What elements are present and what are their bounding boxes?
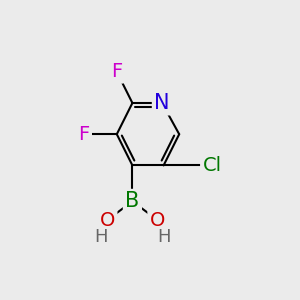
Text: Cl: Cl [202,156,221,175]
Text: H: H [94,228,108,246]
Text: O: O [100,211,115,230]
Text: F: F [78,125,90,144]
Text: F: F [111,62,122,81]
Text: N: N [154,93,170,113]
Text: B: B [125,191,140,211]
Text: H: H [157,228,170,246]
Text: O: O [150,211,165,230]
